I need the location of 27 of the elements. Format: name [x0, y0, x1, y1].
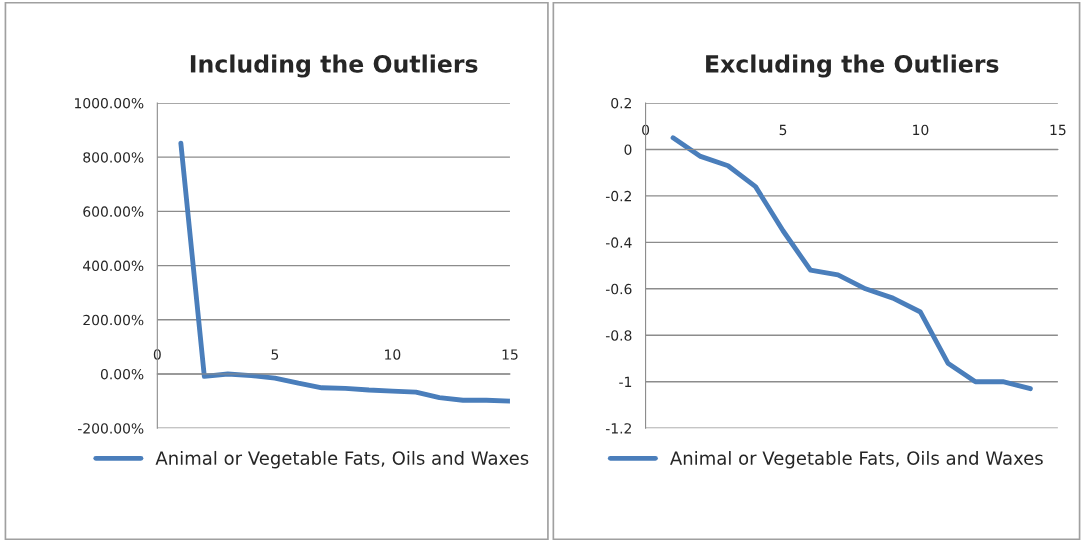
legend-label: Animal or Vegetable Fats, Oils and Waxes [155, 450, 529, 469]
y-tick-label: 1000.00% [75, 97, 144, 109]
y-tick-label: -0.8 [605, 330, 632, 341]
y-tick-label: -0.2 [605, 190, 631, 202]
x-tick-label: 10 [385, 349, 401, 360]
y-tick-label: 0 [624, 144, 632, 155]
x-tick-label: 5 [271, 349, 279, 360]
y-tick-label: 600.00% [83, 206, 144, 217]
chart-title: Excluding the Outliers [706, 54, 999, 78]
y-tick-label: 0.00% [100, 368, 144, 380]
x-tick-label: 0 [153, 349, 161, 360]
y-tick-label: -200.00% [78, 423, 144, 434]
x-tick-label: 15 [1050, 124, 1066, 136]
x-tick-label: 15 [502, 349, 518, 360]
line-series [670, 135, 1033, 392]
y-tick-label: -0.6 [605, 283, 632, 295]
x-tick-label: 10 [913, 124, 929, 136]
chart-title: Including the Outliers [190, 54, 478, 78]
y-tick-label: -1 [619, 376, 632, 387]
legend-label: Animal or Vegetable Fats, Oils and Waxes [670, 450, 1043, 469]
y-tick-label: -0.4 [605, 237, 632, 248]
y-tick-label: -1.2 [605, 423, 631, 434]
y-tick-label: 800.00% [83, 152, 144, 163]
y-tick-label: 400.00% [83, 260, 144, 272]
y-tick-label: 0.2 [611, 97, 631, 109]
x-tick-label: 5 [779, 124, 787, 136]
y-tick-label: 200.00% [83, 314, 144, 326]
